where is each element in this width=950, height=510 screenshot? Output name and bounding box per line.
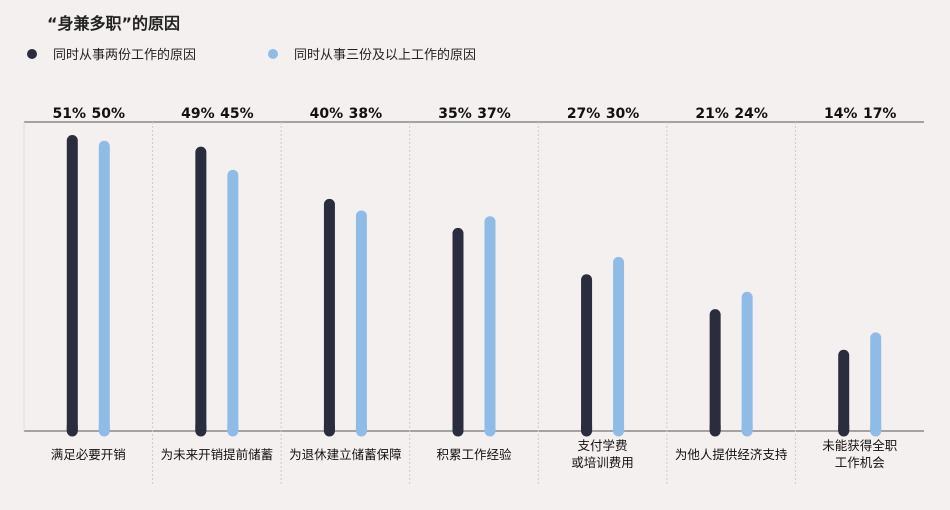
bar-base [838,425,850,431]
bar-base [870,425,882,431]
value-label: 51% [53,106,87,122]
bar-base [613,425,625,431]
bar-base [484,425,496,431]
bar-base [227,425,239,431]
value-label: 50% [92,106,126,122]
value-label: 49% [181,106,215,122]
value-label: 45% [220,106,254,122]
bar-base [195,425,207,431]
value-label: 24% [734,106,768,122]
legend-label: 同时从事两份工作的原因 [53,48,197,63]
bar-base [323,425,335,431]
value-label: 21% [695,106,729,122]
category-label: 积累工作经验 [436,447,512,462]
category-label: 满足必要开销 [50,447,126,462]
value-label: 30% [606,106,640,122]
legend-item-three-jobs: 同时从事三份及以上工作的原因 [268,44,476,63]
category-label: 为未来开销提前储蓄 [160,447,274,462]
legend-dot-icon [27,48,37,59]
category-label: 未能获得全职 工作机会 [822,438,898,470]
bar-base [66,425,78,431]
bar-base [709,425,721,431]
bar-base [98,425,110,431]
bar-base [581,425,593,431]
value-label: 27% [567,106,601,122]
value-label: 40% [310,106,344,122]
bar-base [741,425,753,431]
category-label: 支付学费 或培训费用 [571,438,634,470]
legend-label: 同时从事三份及以上工作的原因 [294,48,477,63]
category-label: 为他人提供经济支持 [674,447,788,462]
legend-item-two-jobs: 同时从事两份工作的原因 [27,44,196,63]
chart-title: “身兼多职”的原因 [47,14,181,33]
bar-base [452,425,464,431]
value-label: 35% [438,106,472,122]
category-label: 为退休建立储蓄保障 [289,447,402,462]
legend-dot-icon [268,48,278,59]
bar-base [355,425,367,431]
value-label: 38% [349,106,383,122]
value-label: 17% [863,106,897,122]
value-label: 37% [477,106,511,122]
value-label: 14% [824,106,858,122]
